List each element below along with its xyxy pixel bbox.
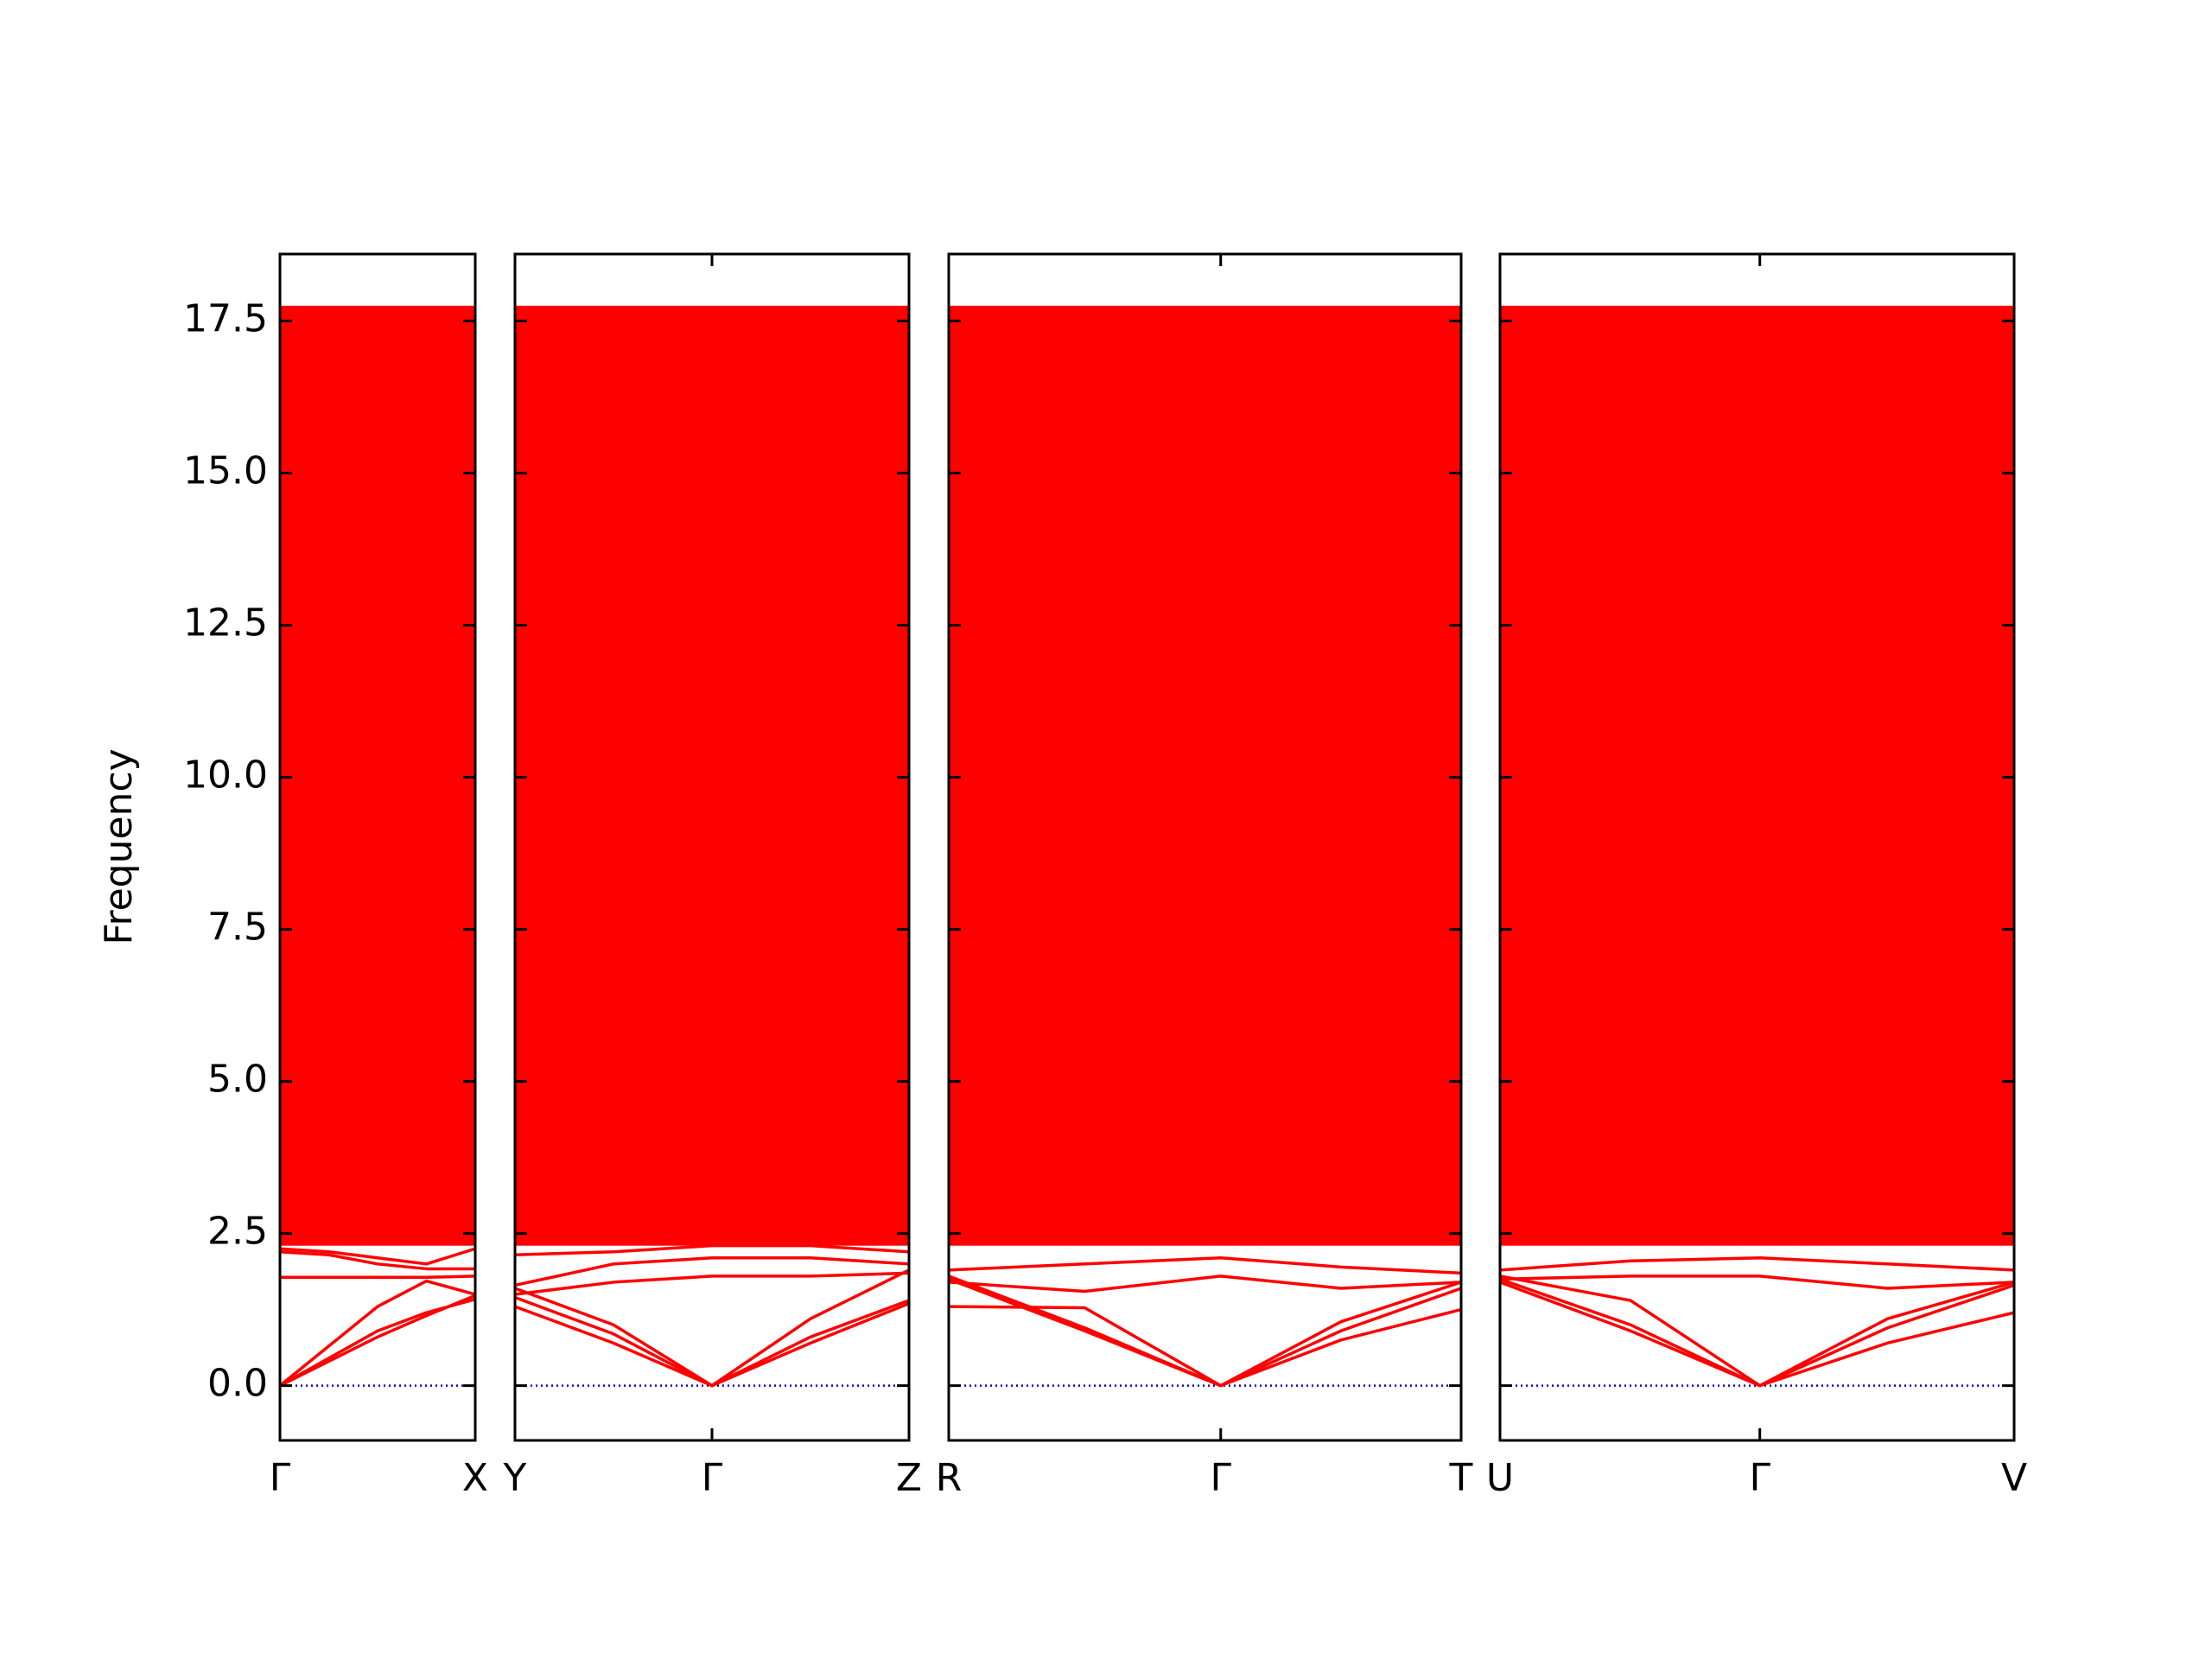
band-line <box>1500 1274 2014 1388</box>
x-tick-label: V <box>2001 1456 2027 1500</box>
dense-bands <box>515 305 909 1246</box>
x-tick-label: Γ <box>702 1456 723 1500</box>
y-tick-label: 7.5 <box>207 906 268 950</box>
band-line <box>515 1243 909 1256</box>
band-line <box>949 1281 1461 1388</box>
band-line <box>280 1279 475 1387</box>
band-line <box>280 1249 475 1271</box>
x-tick-label: U <box>1486 1456 1514 1500</box>
y-tick-label: 17.5 <box>183 296 268 340</box>
x-tick-label: Γ <box>270 1456 291 1500</box>
band-line <box>280 1247 475 1266</box>
band-line <box>515 1256 909 1287</box>
y-tick-label: 5.0 <box>207 1058 268 1102</box>
panel-frame <box>278 252 477 1442</box>
x-tick-label: X <box>462 1456 488 1500</box>
x-tick-label: T <box>1449 1456 1473 1500</box>
panel <box>1500 305 2014 1388</box>
band-line <box>280 1294 475 1388</box>
dense-bands <box>280 305 475 1246</box>
panel <box>515 305 909 1388</box>
y-tick-label: 0.0 <box>207 1362 268 1406</box>
panel <box>280 305 475 1388</box>
band-line <box>515 1271 909 1296</box>
dense-bands <box>1500 305 2014 1246</box>
band-line <box>1500 1274 2014 1290</box>
y-tick-label: 15.0 <box>183 448 268 493</box>
band-line <box>515 1301 909 1388</box>
band-line <box>949 1256 1461 1275</box>
x-tick-label: Y <box>503 1456 527 1500</box>
x-tick-label: Γ <box>1210 1456 1231 1500</box>
y-tick-label: 10.0 <box>183 753 268 798</box>
band-line <box>280 1274 475 1280</box>
panel-frame <box>947 252 1463 1442</box>
band-line <box>949 1277 1461 1388</box>
panel <box>949 305 1461 1388</box>
y-tick-label: 2.5 <box>207 1210 268 1254</box>
band-line <box>949 1274 1461 1388</box>
band-line <box>1500 1256 2014 1272</box>
band-line <box>1500 1281 2014 1388</box>
x-tick-label: Γ <box>1749 1456 1770 1500</box>
y-tick-label: 12.5 <box>183 601 268 645</box>
band-line <box>515 1268 909 1388</box>
panel-frame <box>1498 252 2016 1442</box>
y-axis-label: Frequency <box>97 748 141 944</box>
band-line <box>949 1274 1461 1294</box>
dense-bands <box>949 305 1461 1246</box>
x-tick-label: Z <box>896 1456 922 1500</box>
x-tick-label: R <box>936 1456 963 1500</box>
